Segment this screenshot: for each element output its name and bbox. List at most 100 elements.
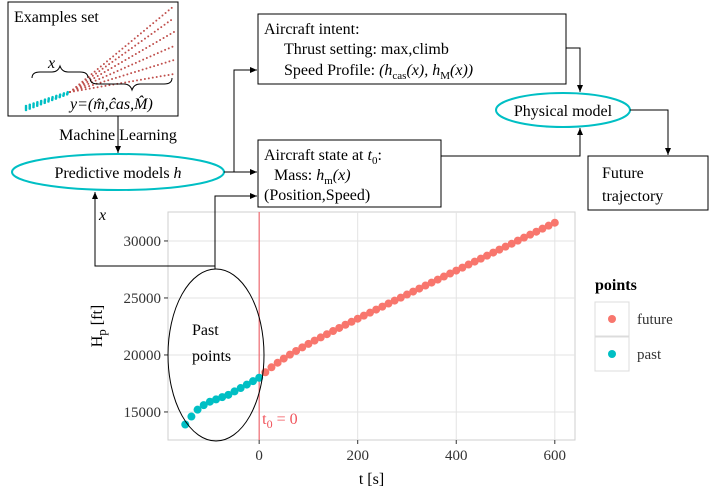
point [501, 242, 510, 251]
examples-y: y=(m̂,ĉas,M̂) [68, 94, 153, 113]
x-tick-label: 600 [544, 448, 567, 464]
arrow [441, 128, 583, 157]
point [421, 281, 430, 290]
point [538, 224, 547, 233]
brace [89, 77, 173, 92]
text: H [89, 335, 106, 347]
point [285, 350, 294, 359]
text: h [316, 167, 324, 184]
y-tick-label: 15000 [124, 405, 162, 421]
point [292, 346, 301, 355]
point [341, 320, 350, 329]
examples-x: x [47, 55, 55, 72]
x-tick-label: 0 [255, 448, 263, 464]
point [199, 401, 208, 410]
text: M [440, 70, 450, 82]
example-curve [69, 17, 175, 93]
past-ellipse [167, 268, 265, 442]
y-axis-label: Hp [ft] [89, 305, 109, 348]
point [532, 227, 541, 236]
text: t [368, 147, 373, 164]
state-position: (Position,Speed) [264, 187, 370, 204]
point [390, 296, 399, 305]
predictive-label: Predictive models h [54, 165, 181, 182]
point [415, 284, 424, 293]
point [483, 251, 492, 260]
arrow [630, 109, 671, 155]
point [359, 311, 368, 320]
text: Mass: [274, 167, 316, 184]
point [458, 263, 467, 272]
text: (x), h [406, 62, 440, 79]
example-curve [69, 5, 175, 93]
future-label: Future [602, 165, 644, 182]
legend-label: past [637, 347, 662, 363]
arrow [92, 192, 215, 267]
point [273, 358, 282, 367]
point [464, 260, 473, 269]
intent-thrust: Thrust setting: max,climb [284, 41, 449, 58]
point [384, 299, 393, 308]
x-input-label: x [98, 207, 106, 224]
point [304, 339, 313, 348]
text: p [94, 329, 109, 336]
point [181, 420, 190, 429]
examples-title: Examples set [14, 9, 99, 26]
legend-swatch [608, 315, 616, 323]
point [242, 380, 251, 389]
physical-label: Physical model [514, 103, 613, 120]
point [347, 317, 356, 326]
intent-speed: Speed Profile: (hcas(x), hM(x)) [284, 62, 473, 82]
point [193, 405, 202, 414]
state-title: Aircraft state at t0: [264, 147, 382, 167]
point [224, 390, 233, 399]
text: = 0 [273, 411, 298, 428]
point [452, 266, 461, 275]
text: t [262, 411, 267, 428]
point [298, 343, 307, 352]
point [378, 302, 387, 311]
point [187, 412, 196, 421]
arrow [566, 47, 583, 92]
y-tick-label: 25000 [124, 291, 162, 307]
point [489, 248, 498, 257]
point [476, 254, 485, 263]
point [366, 308, 375, 317]
point [526, 230, 535, 239]
intent-box [257, 13, 567, 85]
example-curve [69, 45, 175, 93]
point [402, 290, 411, 299]
arrow [233, 67, 257, 172]
examples-box [7, 1, 179, 117]
y-tick-label: 20000 [124, 348, 162, 364]
point [396, 293, 405, 302]
ml-label: Machine Learning [59, 127, 177, 144]
point [446, 269, 455, 278]
examples-plot [24, 5, 175, 112]
point [409, 287, 418, 296]
point [322, 330, 331, 339]
text: (x)) [450, 62, 473, 79]
x-tick-label: 200 [346, 448, 369, 464]
legend-swatch [608, 350, 616, 358]
point [353, 314, 362, 323]
point [218, 393, 227, 402]
intent-title: Aircraft intent: [264, 21, 360, 38]
text: (h [379, 62, 392, 79]
point [520, 233, 529, 242]
text: Predictive models [54, 165, 173, 182]
x-tick-label: 400 [445, 448, 468, 464]
past-label: points [192, 348, 231, 365]
text: cas [392, 70, 406, 82]
text: 0 [267, 417, 273, 431]
annotation-label: t0 = 0 [262, 411, 297, 431]
text: : [377, 147, 381, 164]
x-axis-label: t [s] [359, 471, 384, 488]
point [335, 323, 344, 332]
point [279, 354, 288, 363]
point [310, 336, 319, 345]
point [248, 377, 257, 386]
point [439, 272, 448, 281]
